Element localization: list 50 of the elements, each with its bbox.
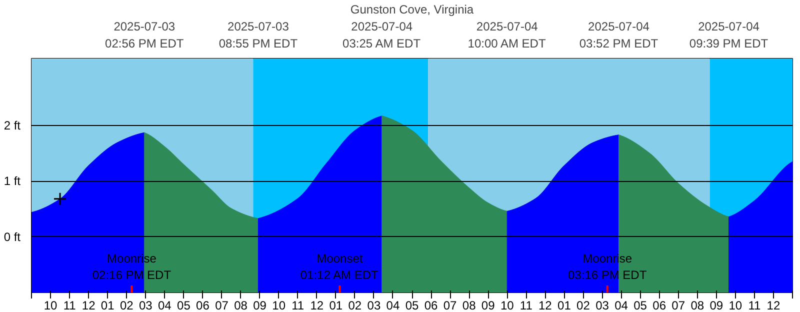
x-tick-label: 05: [634, 298, 648, 312]
x-tick-label: 07: [215, 298, 229, 312]
y-tick-label: 0 ft: [4, 230, 22, 244]
x2-tick-label: 2025-07-04 03:52 PM EDT: [579, 20, 659, 50]
x-tick-label: 08: [690, 298, 704, 312]
x-tick-label: 01: [558, 298, 572, 312]
x-tick-label: 03: [596, 298, 610, 312]
x-tick-label: 12: [82, 298, 96, 312]
x-tick-label: 11: [63, 298, 76, 312]
x-tick-label: 10: [500, 298, 514, 312]
x-tick-label: 09: [253, 298, 267, 312]
x-tick-label: 10: [44, 298, 58, 312]
x-tick-label: 12: [766, 298, 780, 312]
x2-tick-label: 2025-07-04 09:39 PM EDT: [689, 20, 769, 50]
x-tick-label: 10: [272, 298, 286, 312]
y-tick-label: 2 ft: [4, 118, 22, 132]
x-tick-label: 03: [138, 298, 153, 312]
x-tick-label: 06: [424, 298, 438, 312]
x-tick-label: 04: [158, 298, 172, 312]
x-tick-label: 12: [310, 298, 324, 312]
x2-tick-label: 2025-07-03 02:56 PM EDT: [105, 20, 184, 50]
x-tick-label: 08: [234, 298, 248, 312]
chart-title: Gunston Cove, Virginia: [350, 2, 474, 16]
x-tick-label: 11: [520, 298, 533, 312]
x-tick-label: 11: [748, 298, 762, 312]
x-tick-label: 01: [329, 298, 343, 312]
x-tick-label: 01: [100, 298, 115, 312]
x2-tick-label: 2025-07-03 08:55 PM EDT: [218, 20, 298, 50]
x-tick-label: 06: [652, 298, 666, 312]
ref-line-label: Moonset 01:12 AM EDT: [300, 251, 380, 282]
x2-tick-label: 2025-07-04 10:00 AM EDT: [468, 20, 546, 50]
x-tick-label: 08: [462, 298, 476, 312]
x-tick-label: 04: [614, 298, 628, 312]
x-tick-label: 02: [348, 298, 362, 312]
x-tick-label: 07: [443, 298, 458, 312]
x-tick-label: 03: [367, 298, 381, 312]
y-tick-label: 1 ft: [4, 174, 22, 188]
x-tick-label: 09: [710, 298, 724, 312]
x-tick-label: 05: [405, 298, 419, 312]
x-tick-label: 10: [728, 298, 742, 312]
x-tick-label: 06: [196, 298, 210, 312]
x-tick-label: 02: [576, 298, 590, 312]
x-tick-label: 07: [672, 298, 686, 312]
x-tick-label: 02: [120, 298, 134, 312]
x-tick-label: 04: [386, 298, 400, 312]
x-tick-label: 05: [177, 298, 191, 312]
x2-tick-label: 2025-07-04 03:25 AM EDT: [342, 20, 422, 50]
x-tick-label: 11: [292, 298, 304, 312]
x-tick-label: 09: [481, 298, 496, 312]
x-tick-label: 12: [538, 298, 552, 312]
